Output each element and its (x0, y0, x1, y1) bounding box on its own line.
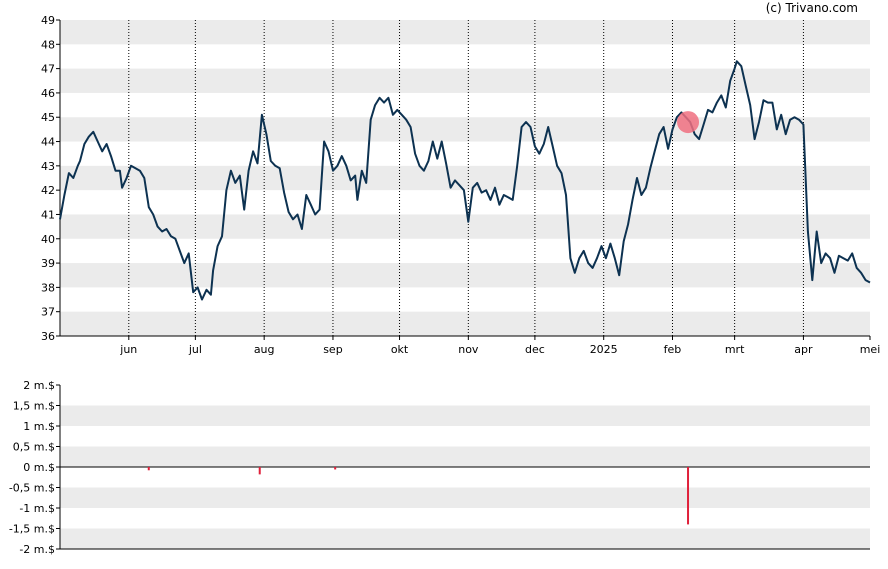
price-line (59, 60, 871, 301)
x-tick-label: dec (525, 343, 545, 356)
y-tick-label: 43 (41, 160, 55, 173)
y-tick-label: 47 (41, 63, 55, 76)
flow-bar (334, 467, 337, 470)
x-tick-label: sep (323, 343, 342, 356)
grid-band (60, 311, 870, 336)
y-tick-label: 1 m.$ (23, 420, 55, 433)
y-tick-label: 42 (41, 184, 55, 197)
grid-band (60, 165, 870, 191)
y-tick-label: -2 m.$ (19, 543, 55, 556)
y-tick-label: -1,5 m.$ (9, 523, 55, 536)
y-tick-label: -1 m.$ (19, 502, 55, 515)
flow-panel: -2 m.$ -1,5 m.$ -1 m.$ -0,5 m.$ 0 m.$ 0,5 m.$… (9, 379, 870, 556)
y-tick-label: 46 (41, 87, 55, 100)
x-tick-label: jun (119, 343, 137, 356)
x-tick-label: feb (664, 343, 682, 356)
y-tick-label: 37 (41, 306, 55, 319)
grid-band (60, 68, 870, 93)
y-tick-label: 41 (41, 208, 55, 221)
grid-band (60, 487, 870, 508)
y-tick-label: 2 m.$ (23, 379, 55, 392)
x-tick-label: okt (391, 343, 409, 356)
grid-band (60, 405, 870, 426)
y-tick-label: 49 (41, 14, 55, 27)
x-tick-label: nov (458, 343, 479, 356)
grid-band (60, 528, 870, 549)
event-marker (677, 111, 700, 134)
grid-band (60, 446, 870, 467)
x-tick-label: mei (860, 343, 881, 356)
y-tick-label: 1,5 m.$ (13, 400, 55, 413)
grid-band (60, 214, 870, 239)
x-tick-label: mrt (725, 343, 745, 356)
flow-bar (147, 467, 150, 471)
y-tick-label: 0,5 m.$ (13, 441, 55, 454)
y-tick-label: 45 (41, 111, 55, 124)
grid-band (60, 20, 870, 45)
grid-band (60, 263, 870, 288)
x-tick-label: 2025 (590, 343, 618, 356)
flow-bar (687, 467, 690, 525)
x-tick-label: aug (254, 343, 275, 356)
y-tick-label: 36 (41, 330, 55, 343)
y-tick-label: -0,5 m.$ (9, 482, 55, 495)
x-tick-label: apr (794, 343, 813, 356)
y-tick-label: 40 (41, 233, 55, 246)
y-tick-label: 48 (41, 38, 55, 51)
grid-band (60, 117, 870, 142)
y-tick-label: 44 (41, 136, 55, 149)
y-tick-label: 38 (41, 281, 55, 294)
y-tick-label: 0 m.$ (23, 461, 55, 474)
flow-bar (258, 467, 261, 475)
copyright-text: (c) Trivano.com (765, 1, 858, 15)
x-tick-label: jul (188, 343, 202, 356)
y-tick-label: 39 (41, 257, 55, 270)
price-panel: jun jul aug sep okt nov dec 2025 feb mrt apr mei 36 3… (41, 14, 880, 356)
